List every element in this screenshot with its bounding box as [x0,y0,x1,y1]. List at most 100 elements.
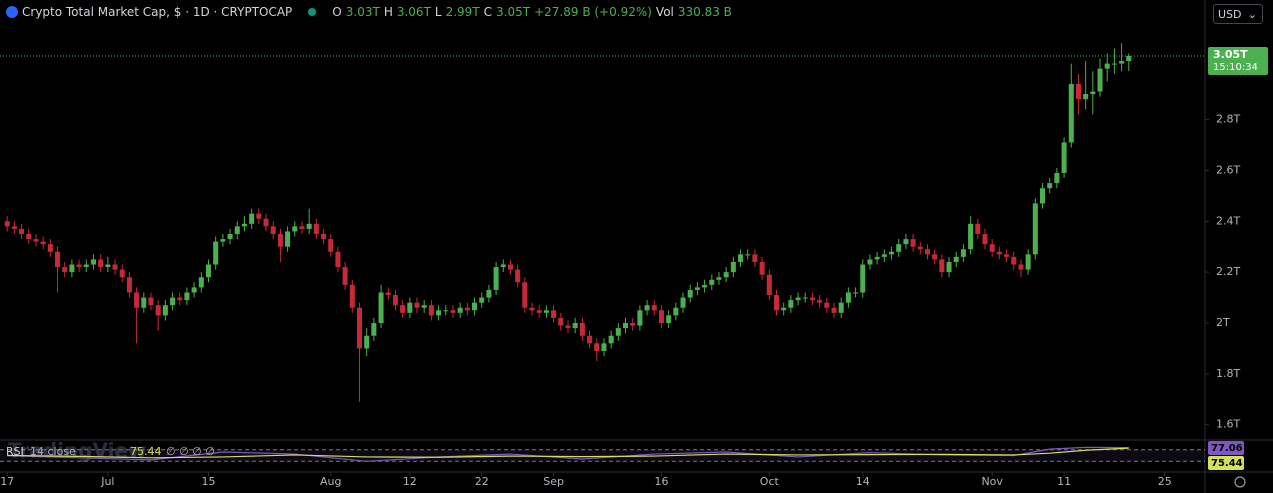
candle-body [335,251,341,268]
c-value: 3.05T [496,5,531,19]
candle-body [579,323,585,336]
candle-body [1047,183,1053,189]
last-price-tag [1208,46,1268,75]
candle-body [853,292,859,294]
candle-body [33,239,39,242]
candle-body [1039,188,1046,204]
x-tick-label: 11 [1057,475,1071,488]
candle-body [666,315,672,324]
candle-body [421,305,427,308]
rsi-subtitle: 14 close [30,445,76,458]
rsi-legend-value: 75.44 [130,445,162,458]
currency-select[interactable]: USD ⌄ [1213,4,1263,24]
candle-body [615,328,621,336]
candle-body [321,233,327,240]
x-tick-label: Nov [981,475,1003,488]
candle-body [177,297,183,301]
candle-body [241,223,247,227]
candle-body [917,246,923,250]
candle-body [306,223,312,229]
candle-body [472,302,478,311]
rsi-value-tag [1208,456,1244,470]
candle-body [234,226,240,234]
candle-body [996,251,1002,255]
h-value: 3.06T [396,5,431,19]
x-tick-label: 12 [403,475,417,488]
candle-body [680,297,686,308]
candle-body [479,297,485,303]
candle-body [543,310,549,313]
candle-body [141,297,147,308]
h-label: H [383,5,393,19]
candle-body [802,297,808,299]
candle-body [112,264,118,270]
x-tick-label: 14 [856,475,870,488]
candle-body [256,213,262,219]
candle-body [1054,172,1060,184]
candle-body [1068,83,1074,143]
x-tick-label: 17 [0,475,14,488]
candle-body [637,310,643,326]
candle-body [40,241,46,245]
candle-body [924,249,930,255]
x-tick-label: Sep [543,475,564,488]
countdown: 15:10:34 [1213,62,1258,73]
candle-body [69,264,75,273]
candle-body [90,259,96,265]
candle-body [62,267,68,273]
candle-body [716,277,722,280]
candle-body [558,317,564,326]
candle-body [11,226,17,229]
candle-body [450,310,456,313]
candle-body [1004,254,1010,257]
candle-body [773,295,780,311]
candle-body [1119,61,1125,64]
candle-body [1018,264,1024,270]
candle-body [292,226,298,232]
candle-body [939,259,945,273]
candle-body [126,277,132,293]
candle-body [76,264,82,268]
y-tick-label: 2.8T [1216,113,1240,126]
candle-body [1126,55,1132,62]
candle-body [270,226,276,234]
candle-body [500,264,506,268]
candle-body [400,305,406,313]
candle-body [277,233,283,247]
candle-body [227,233,233,240]
candle-body [651,305,657,311]
candle-body [493,267,499,290]
candle-body [249,213,255,224]
candle-body [759,261,765,275]
candle-body [529,307,535,311]
title[interactable]: Crypto Total Market Cap, $ · 1D · CRYPTO… [22,5,293,19]
candle-body [910,239,916,247]
candle-body [1032,203,1038,255]
candle-body [184,292,190,301]
candle-body [1090,91,1096,95]
x-tick-label: 22 [475,475,489,488]
candle-body [507,264,513,270]
candle-body [1075,83,1081,100]
c-label: C [483,5,493,19]
change: +27.89 B (+0.92%) [534,5,652,19]
candle-body [896,244,902,252]
rsi-legend-extra: ∅ ∅ ∅ ∅ [166,445,215,458]
candle-body [702,284,708,288]
rsi-line [7,447,1129,459]
candle-body [55,251,61,268]
candle-body [263,218,269,227]
candle-body [838,302,844,313]
candle-body [766,274,772,296]
candle-body [4,221,10,227]
rsi-value-label: 75.44 [1211,458,1243,469]
candle-body [738,254,744,262]
candle-body [1111,63,1117,65]
candle-body [371,323,377,336]
candle-body [364,335,370,349]
candle-body [745,254,751,256]
candle-body [752,254,758,262]
candle-body [170,297,176,306]
candle-body [608,335,614,344]
